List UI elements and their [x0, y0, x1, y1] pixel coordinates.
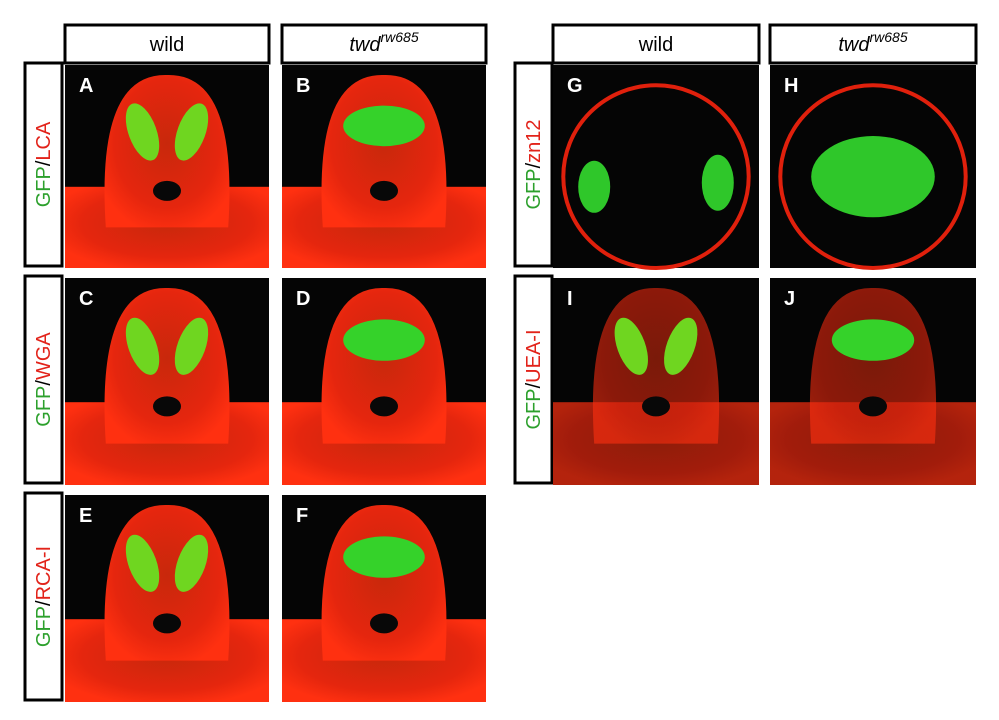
gfp-signal	[174, 103, 209, 161]
marker-label: GFP	[33, 606, 55, 647]
separator: /	[523, 162, 545, 168]
row-label-box	[23, 274, 64, 485]
column-header-box	[280, 23, 488, 65]
gfp-signal	[664, 317, 698, 375]
header-text: wild	[638, 34, 673, 56]
notochord	[370, 396, 398, 417]
panel-letter: H	[784, 75, 798, 97]
micrograph-panel: G	[553, 65, 759, 270]
row-label-box	[23, 61, 64, 268]
column-header: wild	[638, 34, 673, 56]
separator: /	[33, 160, 55, 166]
header-superscript: rw685	[869, 29, 907, 45]
row-label: GFP/WGA	[33, 332, 55, 427]
notochord	[153, 180, 181, 201]
panel-letter: C	[79, 288, 93, 310]
micrograph-panel: H	[770, 65, 976, 270]
gfp-signal	[125, 534, 160, 592]
gfp-signal	[343, 319, 425, 361]
row-label: GFP/zn12	[523, 119, 545, 209]
gfp-signal	[125, 103, 160, 161]
column-header: wild	[149, 34, 184, 56]
column-header: twdrw685	[349, 29, 418, 56]
separator: /	[33, 600, 55, 606]
micrograph-panel: A	[65, 65, 269, 268]
micrograph-panel: I	[553, 278, 759, 485]
panel-letter: G	[567, 75, 583, 97]
separator: /	[523, 382, 545, 388]
row-label: GFP/UEA-I	[523, 329, 545, 429]
panel-letter: B	[296, 75, 310, 97]
row-label-box	[513, 274, 554, 485]
tissue-outline	[561, 83, 751, 270]
stain-label: UEA-I	[523, 329, 545, 382]
gfp-signal	[831, 319, 915, 361]
panel-letter: E	[79, 505, 92, 527]
gfp-signal	[174, 534, 209, 592]
micrograph-panel: E	[65, 495, 269, 702]
header-text: wild	[149, 34, 184, 56]
column-header: twdrw685	[838, 29, 907, 56]
column-header-box	[768, 23, 978, 65]
gfp-signal	[174, 317, 209, 375]
marker-label: GFP	[33, 166, 55, 207]
gfp-signal	[343, 536, 425, 578]
micrograph-panel: J	[770, 278, 976, 485]
panel-letter: J	[784, 288, 795, 310]
panel-letter: D	[296, 288, 310, 310]
micrograph-panel: D	[282, 278, 486, 485]
panel-letter: I	[567, 288, 573, 310]
notochord	[642, 396, 670, 417]
gfp-signal	[701, 154, 734, 211]
row-label: GFP/LCA	[33, 121, 55, 207]
gfp-signal	[614, 317, 648, 375]
tissue-outline	[778, 83, 968, 270]
panel-letter: A	[79, 75, 93, 97]
gfp-signal	[578, 160, 611, 213]
notochord	[153, 613, 181, 634]
header-superscript: rw685	[380, 29, 418, 45]
micrograph-panel: B	[282, 65, 486, 268]
row-label-box	[23, 491, 64, 702]
stain-label: WGA	[33, 332, 55, 380]
separator: /	[33, 380, 55, 386]
gfp-signal	[811, 136, 935, 218]
stain-label: LCA	[33, 121, 55, 161]
notochord	[370, 613, 398, 634]
micrograph-panel: C	[65, 278, 269, 485]
micrograph-panel: F	[282, 495, 486, 702]
stain-label: RCA-I	[33, 546, 55, 600]
row-label-box	[513, 61, 554, 268]
notochord	[153, 396, 181, 417]
gfp-signal	[125, 317, 160, 375]
row-label: GFP/RCA-I	[33, 546, 55, 647]
marker-label: GFP	[523, 168, 545, 209]
column-header-box	[63, 23, 271, 65]
header-text: twd	[838, 34, 870, 56]
marker-label: GFP	[523, 388, 545, 429]
stain-label: zn12	[523, 119, 545, 162]
panel-letter: F	[296, 505, 308, 527]
notochord	[859, 396, 887, 417]
header-text: twd	[349, 34, 381, 56]
gfp-signal	[343, 105, 425, 147]
notochord	[370, 180, 398, 201]
column-header-box	[551, 23, 761, 65]
marker-label: GFP	[33, 386, 55, 427]
